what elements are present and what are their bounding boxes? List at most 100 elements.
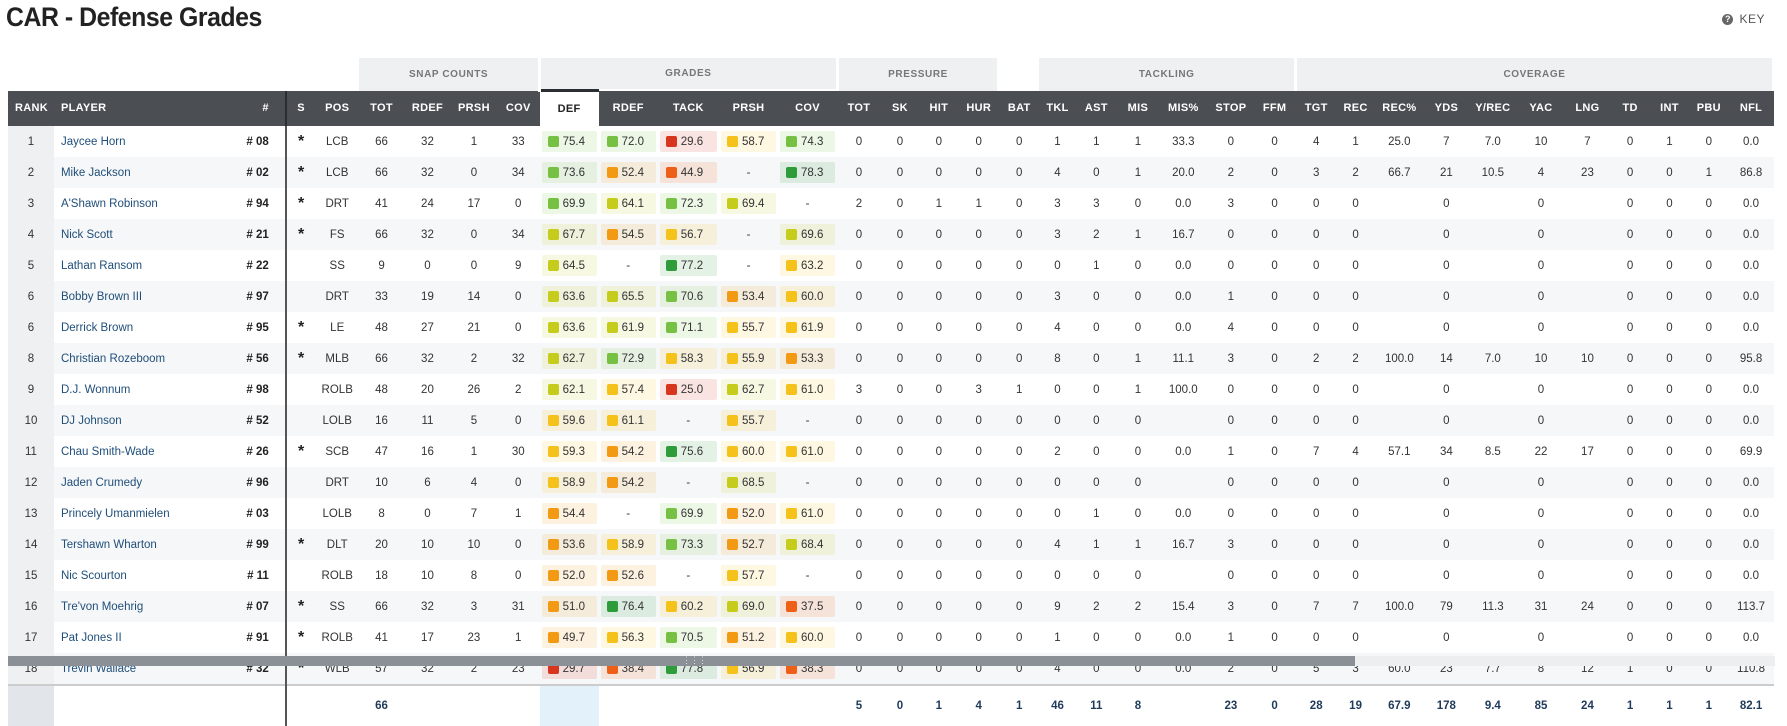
coverage-cell: 0 xyxy=(1537,569,1545,582)
table-row: 4 Nick Scott # 21 * FS 66 32 0 34 67.7 54.5 56.7-69… xyxy=(8,219,1774,250)
grade-color-square xyxy=(726,601,738,612)
player-link[interactable]: Jaycee Horn xyxy=(60,135,126,148)
column-header-cov-int[interactable]: INT xyxy=(1649,90,1690,126)
player-link[interactable]: Bobby Brown III xyxy=(53,281,234,312)
column-header-snap-tot[interactable]: TOT xyxy=(359,90,404,126)
column-header-press-bat[interactable]: BAT xyxy=(998,90,1040,126)
grade-color-square xyxy=(547,167,559,178)
column-header-grade-tack[interactable]: TACK xyxy=(657,90,719,126)
column-header-press-hur[interactable]: HUR xyxy=(958,90,999,126)
player-link[interactable]: Tershawn Wharton xyxy=(53,529,234,560)
column-header-cov-yrec[interactable]: Y/REC xyxy=(1468,90,1518,126)
column-header-snap-prsh[interactable]: PRSH xyxy=(450,90,497,126)
coverage-cell: 0 xyxy=(1537,259,1545,272)
grade-cell: 61.0 xyxy=(778,498,837,529)
player-link[interactable]: Nic Scourton xyxy=(60,569,127,582)
coverage-cell: 0.0 xyxy=(1728,219,1774,250)
player-link[interactable]: Christian Rozeboom xyxy=(53,343,234,374)
player-link[interactable]: Jaden Crumedy xyxy=(53,467,234,498)
player-link[interactable]: Mike Jackson xyxy=(53,157,234,188)
table-row: 13 Princely Umanmielen # 03 LOLB 8 0 7 1 54.4 - 69… xyxy=(8,498,1774,529)
pressure-cell: 0 xyxy=(855,321,863,334)
snap-count-cell: 0 xyxy=(496,467,540,498)
coverage-cell: 0 xyxy=(1352,197,1359,210)
rank-cell: 5 xyxy=(8,250,54,281)
column-header-tack-ffm[interactable]: FFM xyxy=(1253,90,1296,126)
pressure-cell: 0 xyxy=(998,343,1040,374)
column-header-player[interactable]: PLAYER xyxy=(53,90,234,126)
column-header-cov-yds[interactable]: YDS xyxy=(1424,90,1469,126)
column-header-tack-stop[interactable]: STOP xyxy=(1207,90,1254,126)
player-link[interactable]: D.J. Wonnum xyxy=(60,383,131,396)
column-header-cov-tgt[interactable]: TGT xyxy=(1295,90,1337,126)
player-link[interactable]: Princely Umanmielen xyxy=(60,507,170,520)
tackling-cell: 2 xyxy=(1075,591,1118,622)
column-header-tack-mis-pct[interactable]: MIS% xyxy=(1158,90,1208,126)
player-link[interactable]: Pat Jones II xyxy=(60,631,122,644)
column-header-grade-rdef[interactable]: RDEF xyxy=(598,90,658,126)
grade-value: 74.3 xyxy=(801,135,824,148)
coverage-cell: 0 xyxy=(1626,507,1634,520)
column-header-grade-def[interactable]: DEF xyxy=(539,89,599,126)
column-header-grade-prsh[interactable]: PRSH xyxy=(718,90,779,126)
player-link[interactable]: Chau Smith-Wade xyxy=(60,445,155,458)
coverage-cell: 57.1 xyxy=(1388,445,1411,458)
tackling-cell: 16.7 xyxy=(1158,529,1208,560)
column-header-cov-rec-pct[interactable]: REC% xyxy=(1374,90,1425,126)
grade-color-square xyxy=(547,570,559,581)
totals-coverage-cell: 1 xyxy=(1649,684,1690,726)
column-header-snap-cov[interactable]: COV xyxy=(496,90,540,126)
column-header-position[interactable]: POS xyxy=(315,90,360,126)
tackling-cell: 0.0 xyxy=(1175,197,1192,210)
table-row: 8 Christian Rozeboom # 56 * MLB 66 32 2 32 62.7 72… xyxy=(8,343,1774,374)
coverage-cell: 0 xyxy=(1352,631,1359,644)
player-link[interactable]: DJ Johnson xyxy=(53,405,234,436)
column-header-jersey-number[interactable]: # xyxy=(233,90,287,126)
column-header-starter[interactable]: S xyxy=(285,90,316,126)
column-header-rank[interactable]: RANK xyxy=(8,90,54,126)
rank-cell: 15 xyxy=(8,560,54,591)
horizontal-scrollbar[interactable]: ⋮⋮⋮ xyxy=(8,655,1775,666)
snap-count-cell: 32 xyxy=(421,135,434,148)
key-button[interactable]: ? KEY xyxy=(1722,12,1765,26)
grade-cell: 64.1 xyxy=(599,188,658,219)
column-header-cov-nfl[interactable]: NFL xyxy=(1728,90,1774,126)
player-link[interactable]: Lathan Ransom xyxy=(60,259,143,272)
player-link[interactable]: Derrick Brown xyxy=(60,321,134,334)
grade-value: 67.7 xyxy=(562,228,585,241)
column-header-tack-mis[interactable]: MIS xyxy=(1117,90,1159,126)
snap-count-cell: 30 xyxy=(511,445,525,458)
table-row: 17 Pat Jones II # 91 * ROLB 41 17 23 1 49.7 56.3 70… xyxy=(8,622,1774,653)
totals-pressure-cell: 0 xyxy=(880,684,920,726)
snap-count-cell: 10 xyxy=(450,529,497,560)
column-header-cov-rec[interactable]: REC xyxy=(1336,90,1375,126)
column-header-cov-td[interactable]: TD xyxy=(1610,90,1650,126)
pressure-cell: 0 xyxy=(1016,135,1023,148)
scrollbar-thumb[interactable]: ⋮⋮⋮ xyxy=(8,655,1355,666)
grade-badge: - xyxy=(721,162,776,183)
column-header-snap-rdef[interactable]: RDEF xyxy=(403,90,451,126)
table-row: 1 Jaycee Horn # 08 * LCB 66 32 1 33 75.4 72.0 29.6 5… xyxy=(8,126,1774,157)
player-link[interactable]: Nick Scott xyxy=(53,219,234,250)
snap-count-cell: 9 xyxy=(515,259,522,272)
snap-count-cell: 23 xyxy=(467,631,481,644)
starter-indicator: * xyxy=(297,628,305,646)
column-header-grade-cov[interactable]: COV xyxy=(778,90,838,126)
column-header-cov-lng[interactable]: LNG xyxy=(1564,90,1611,126)
grade-value: 60.2 xyxy=(680,600,704,613)
grade-badge: 61.0 xyxy=(780,503,836,524)
column-header-tack-tkl[interactable]: TKL xyxy=(1039,90,1076,126)
player-link[interactable]: Tre'von Moehrig xyxy=(53,591,234,622)
column-header-press-tot[interactable]: TOT xyxy=(837,90,881,126)
table-row: 9 D.J. Wonnum # 98 ROLB 48 20 26 2 62.1 57.4 25.0 6… xyxy=(8,374,1774,405)
player-link[interactable]: A'Shawn Robinson xyxy=(60,197,158,210)
snap-count-cell: 1 xyxy=(470,445,478,458)
column-header-cov-pbu[interactable]: PBU xyxy=(1689,90,1729,126)
column-header-cov-yac[interactable]: YAC xyxy=(1517,90,1565,126)
grade-value: 63.2 xyxy=(801,259,824,272)
jersey-number: # 26 xyxy=(233,436,287,467)
column-header-tack-ast[interactable]: AST xyxy=(1075,90,1118,126)
pressure-cell: 0 xyxy=(935,135,943,148)
column-header-press-sk[interactable]: SK xyxy=(880,90,920,126)
column-header-press-hit[interactable]: HIT xyxy=(919,90,959,126)
